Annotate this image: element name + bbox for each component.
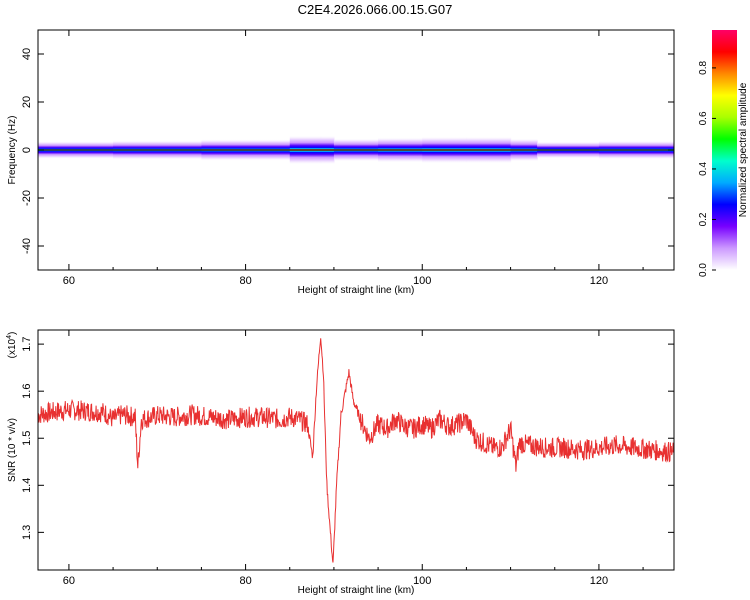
snr-y-scale-factor: (x104) xyxy=(6,332,18,359)
colorbar-tick-label: 0.2 xyxy=(698,212,709,226)
snr-y-tick-label: 1.6 xyxy=(21,384,33,399)
spectrogram-y-axis-label: Frequency (Hz) xyxy=(7,116,18,185)
colorbar-ticks: 0.0 0.2 0.4 0.6 0.8 xyxy=(698,61,716,277)
spectrogram-x-tick-label: 100 xyxy=(413,275,431,287)
spectrogram-x-tick-label: 120 xyxy=(590,275,608,287)
spectrogram-y-tick-label: 40 xyxy=(21,48,33,60)
snr-ticks: 60 80 100 120 1.3 1.4 1.5 1.6 1.7 xyxy=(21,330,674,587)
snr-scale-exponent: 4 xyxy=(6,335,13,339)
colorbar: 0.0 0.2 0.4 0.6 0.8 Normalized spectral ampl… xyxy=(698,30,749,277)
spectral-ridge xyxy=(38,135,674,165)
snr-plot-area xyxy=(38,330,674,570)
snr-x-tick-label: 100 xyxy=(413,575,431,587)
spectrogram-x-tick-label: 80 xyxy=(239,275,251,287)
colorbar-tick-label: 0.4 xyxy=(698,162,709,176)
snr-y-tick-label: 1.5 xyxy=(21,431,33,446)
figure-title: C2E4.2026.066.00.15.G07 xyxy=(297,2,453,17)
snr-scale-base: (x10 xyxy=(7,338,18,358)
snr-x-tick-label: 120 xyxy=(590,575,608,587)
snr-y-tick-label: 1.4 xyxy=(21,478,33,493)
snr-y-tick-label: 1.7 xyxy=(21,336,33,351)
colorbar-tick-label: 0.8 xyxy=(698,61,709,75)
spectrogram-x-tick-label: 60 xyxy=(63,275,75,287)
colorbar-fill xyxy=(712,30,737,270)
snr-y-tick-label: 1.3 xyxy=(21,525,33,540)
colorbar-tick-label: 0.0 xyxy=(698,263,709,277)
spectrogram-y-tick-label: 20 xyxy=(21,96,33,108)
colorbar-label: Normalized spectral amplitude xyxy=(738,82,749,217)
spectrogram-panel: 60 80 100 120 -40 -20 0 20 40 Height of straight… xyxy=(7,29,675,296)
colorbar-tick-label: 0.6 xyxy=(698,111,709,125)
svg-text:(x104): (x104) xyxy=(6,332,18,359)
spectrogram-y-tick-label: 0 xyxy=(21,147,33,153)
spectrogram-y-tick-label: -40 xyxy=(21,238,33,254)
snr-x-axis-label: Height of straight line (km) xyxy=(298,585,415,596)
snr-y-axis-label: SNR (10 * v/v) xyxy=(7,418,18,482)
snr-panel: 60 80 100 120 1.3 1.4 1.5 1.6 1.7 Height of stra… xyxy=(6,329,675,596)
snr-frame xyxy=(37,329,675,571)
snr-series-line xyxy=(38,338,674,563)
snr-x-tick-label: 60 xyxy=(63,575,75,587)
spectrogram-y-tick-label: -20 xyxy=(21,190,33,206)
spectrogram-ticks: 60 80 100 120 -40 -20 0 20 40 xyxy=(21,30,674,287)
snr-x-tick-label: 80 xyxy=(239,575,251,587)
spectrogram-frame xyxy=(37,29,675,271)
spectrogram-x-axis-label: Height of straight line (km) xyxy=(298,285,415,296)
